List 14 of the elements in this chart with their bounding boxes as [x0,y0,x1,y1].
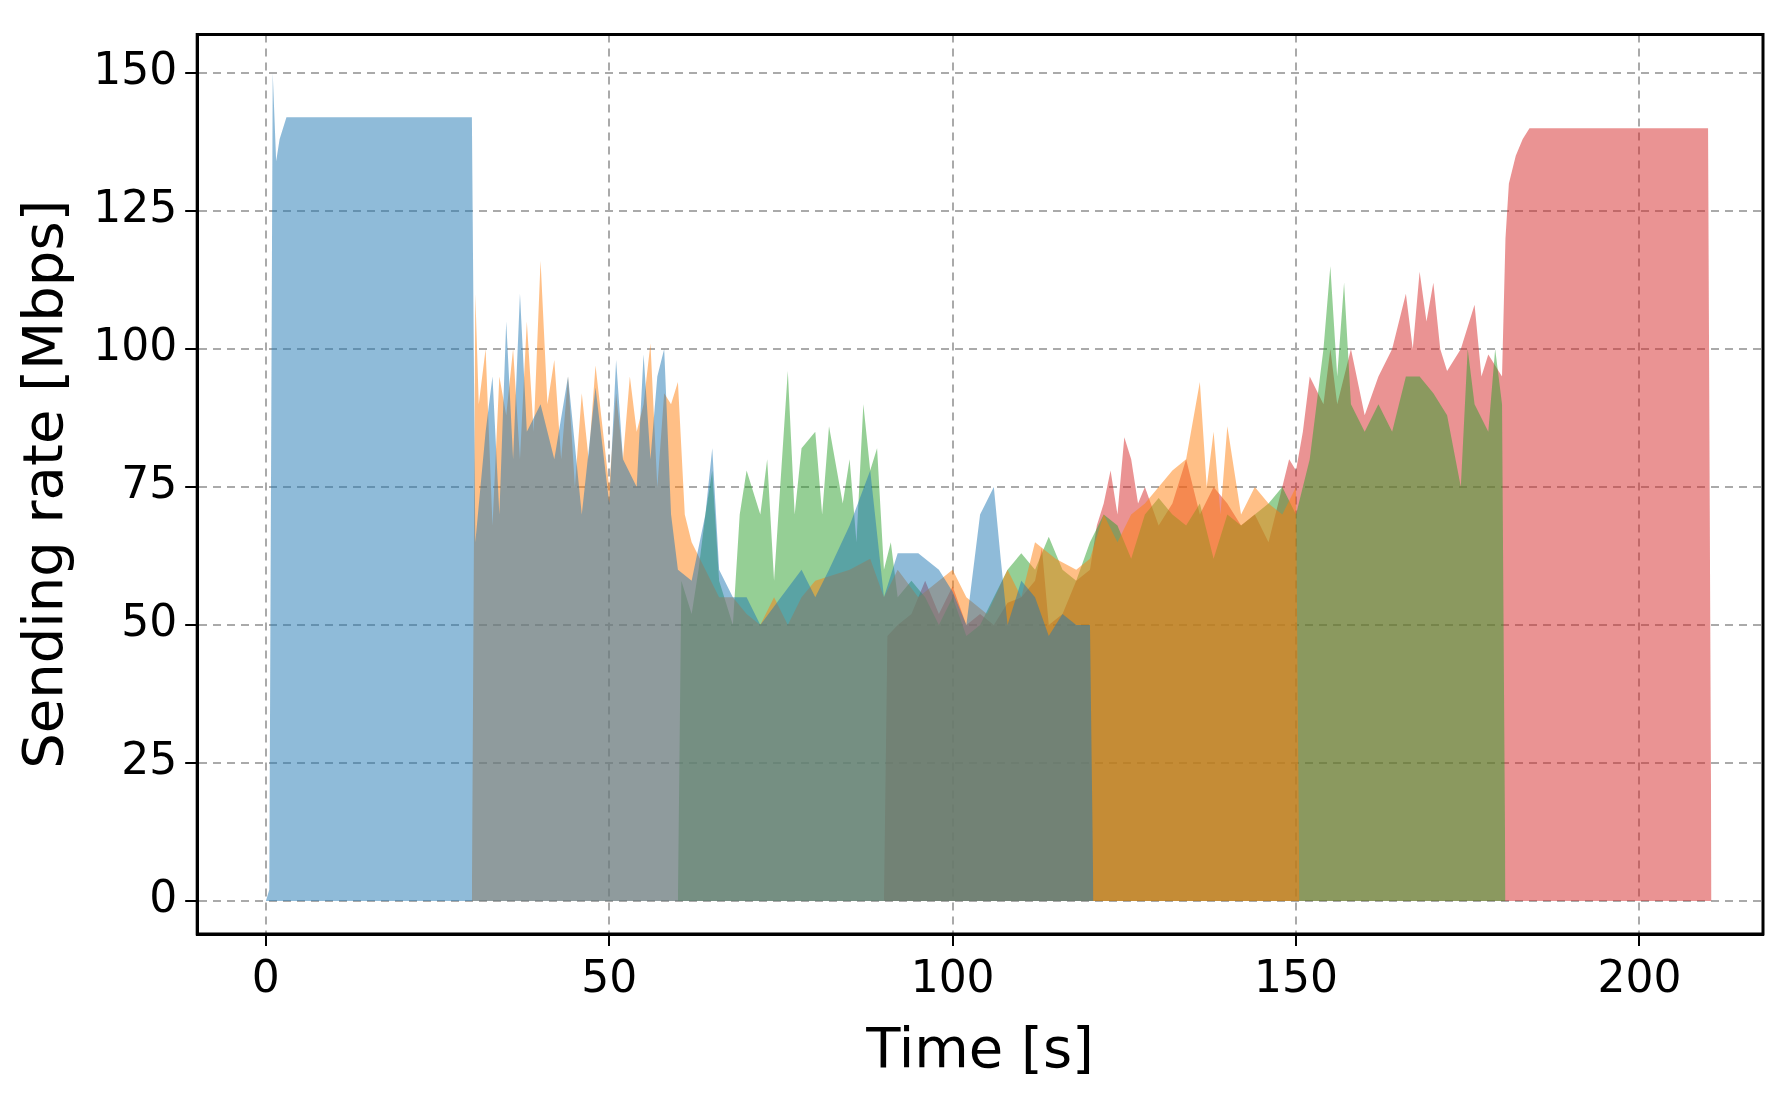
y-tick-label: 75 [121,457,178,509]
y-tick-label: 50 [121,595,178,647]
x-axis-title: Time [s] [865,1014,1094,1080]
y-tick-label: 100 [93,319,178,371]
x-tick-label: 0 [251,950,280,1002]
x-tick-label: 150 [1254,950,1338,1002]
y-tick-label: 125 [93,181,178,233]
x-tick-label: 200 [1597,950,1682,1002]
y-tick-label: 0 [149,871,178,923]
x-tick-label: 100 [910,950,995,1002]
y-tick-label: 25 [121,733,178,785]
y-axis-title: Sending rate [Mbps] [10,199,76,769]
x-tick-label: 50 [581,950,638,1002]
y-tick-label: 150 [93,43,178,95]
